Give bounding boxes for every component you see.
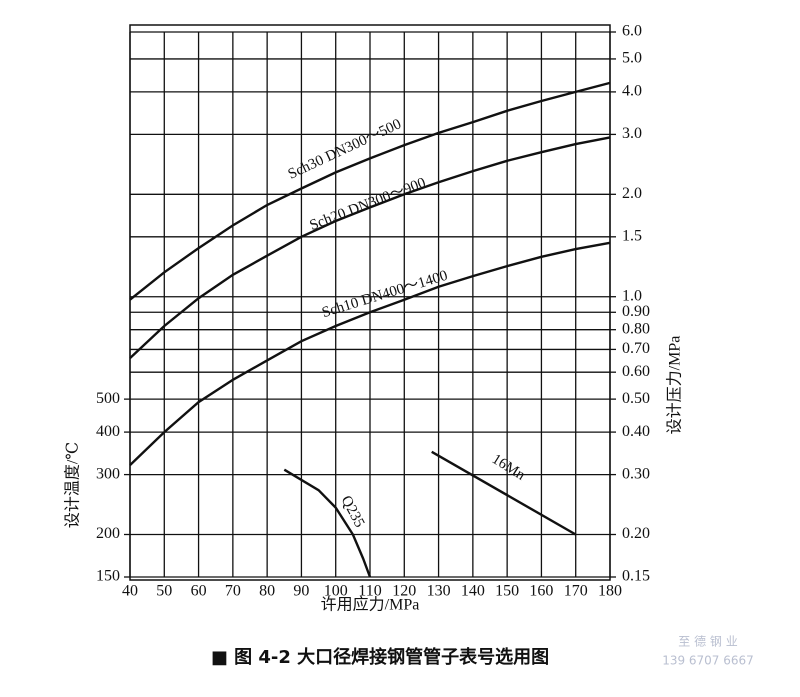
- y2-tick-label: 0.70: [622, 340, 650, 357]
- y2-tick-label: 0.15: [622, 568, 650, 585]
- y2-tick-label: 6.0: [622, 23, 642, 40]
- curve-label: Sch20 DN300～900: [308, 175, 428, 234]
- plot-frame: [129, 24, 611, 581]
- y2-tick-label: 0.20: [622, 525, 650, 542]
- y2-tick-label: 5.0: [622, 50, 642, 67]
- curve: [129, 241, 611, 466]
- y2-tick-label: 2.0: [622, 185, 642, 202]
- y-tick-label: 500: [96, 390, 120, 407]
- y2-tick-label: 0.50: [622, 390, 650, 407]
- x-tick-label: 150: [495, 583, 519, 600]
- x-tick-label: 120: [392, 583, 416, 600]
- curve: [129, 136, 611, 359]
- y2-tick-label: 1.0: [622, 287, 642, 304]
- x-axis-label: 许用应力/MPa: [321, 595, 420, 614]
- x-tick-label: 170: [564, 583, 588, 600]
- x-tick-label: 180: [598, 583, 622, 600]
- y2-tick-label: 0.60: [622, 363, 650, 380]
- curve-label: Sch30 DN300～500: [286, 116, 404, 182]
- y2-tick-label: 0.30: [622, 465, 650, 482]
- x-tick-label: 40: [122, 583, 138, 600]
- y2-tick-label: 0.40: [622, 423, 650, 440]
- y2-tick-label: 0.90: [622, 303, 650, 320]
- y-axis-label: 设计温度/℃: [64, 442, 82, 528]
- x-tick-label: 50: [156, 583, 172, 600]
- x-tick-label: 160: [529, 583, 553, 600]
- y2-axis-label: 设计压力/MPa: [666, 336, 684, 435]
- watermark: 至 德 钢 业: [678, 634, 737, 649]
- curve: [431, 450, 577, 536]
- y2-tick-label: 1.5: [622, 227, 642, 244]
- watermark: 139 6707 6667: [662, 654, 754, 668]
- caption: ■ 图 4-2 大口径焊接钢管管子表号选用图: [211, 646, 549, 668]
- y-tick-label: 150: [96, 568, 120, 585]
- x-tick-label: 80: [259, 583, 275, 600]
- x-tick-label: 100: [324, 583, 348, 600]
- curve-label: Q235: [338, 493, 368, 530]
- x-tick-label: 60: [191, 583, 207, 600]
- y-tick-label: 400: [96, 423, 120, 440]
- x-tick-label: 130: [427, 583, 451, 600]
- curve-label: Sch10 DN400～1400: [320, 268, 449, 321]
- x-tick-label: 140: [461, 583, 485, 600]
- x-tick-label: 110: [358, 583, 381, 600]
- curve-label: 16Mn: [489, 451, 528, 484]
- curve: [283, 468, 372, 578]
- curve: [129, 81, 611, 301]
- y2-tick-label: 3.0: [622, 125, 642, 142]
- x-tick-label: 90: [293, 583, 309, 600]
- y-tick-label: 300: [96, 465, 120, 482]
- y2-tick-label: 0.80: [622, 320, 650, 337]
- x-tick-label: 70: [225, 583, 241, 600]
- y-tick-label: 200: [96, 525, 120, 542]
- y2-tick-label: 4.0: [622, 83, 642, 100]
